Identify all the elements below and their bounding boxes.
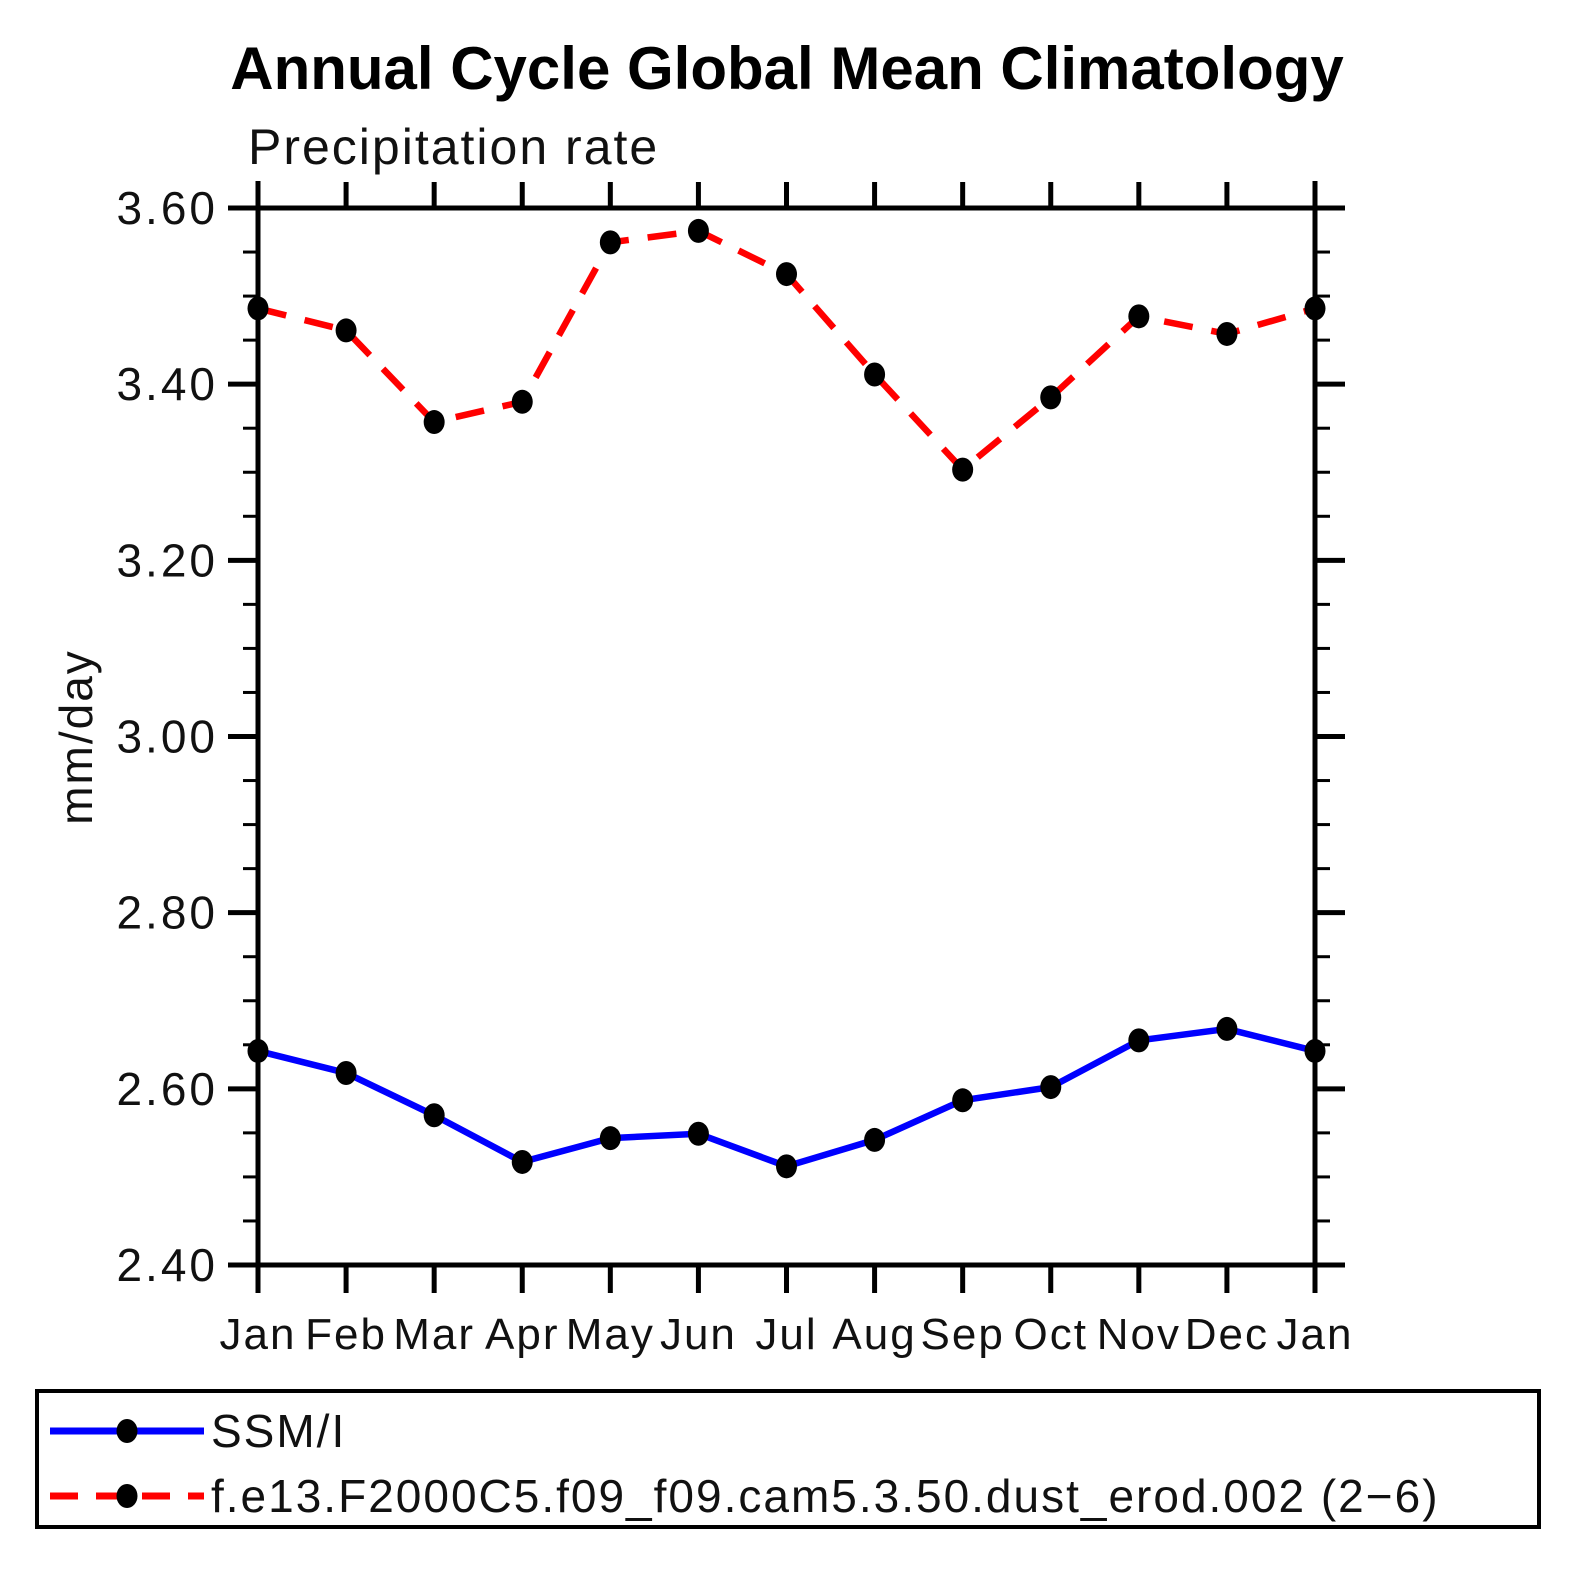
x-tick-label: Aug [832,1310,916,1359]
legend-marker-dot [116,1484,138,1508]
x-tick-label: Apr [485,1310,559,1359]
x-tick-label: Oct [1014,1310,1088,1359]
data-point-marker [1040,385,1062,410]
data-point-marker [952,457,974,482]
data-point-marker [247,296,269,321]
data-point-marker [776,1154,797,1179]
y-tick-label: 3.40 [116,358,218,410]
x-tick-label: Jul [755,1310,817,1359]
data-point-marker [1128,1028,1150,1053]
y-tick-label: 3.00 [116,711,218,763]
data-point-marker [1304,1038,1326,1063]
x-tick-label: Sep [921,1310,1005,1359]
y-tick-label: 3.20 [116,534,218,586]
x-tick-label: Mar [393,1310,475,1359]
y-tick-label: 2.80 [116,887,218,939]
x-tick-label: Feb [305,1310,387,1359]
y-tick-label: 2.40 [116,1239,218,1291]
data-point-marker [1216,1016,1238,1041]
data-point-marker [776,262,797,287]
chart-subtitle: Precipitation rate [248,119,660,175]
data-point-marker [687,218,709,243]
y-tick-label: 3.60 [116,182,218,234]
legend-swatch-dashed-line [50,1484,204,1508]
x-tick-label: Jun [660,1310,737,1359]
legend-swatch-solid-line [50,1419,204,1443]
legend: SSM/I f.e13.F2000C5.f09_f09.cam5.3.50.du… [35,1389,1541,1529]
data-point-marker [687,1121,709,1146]
data-point-marker [423,410,445,435]
data-point-marker [864,1127,886,1152]
data-point-marker [1304,296,1326,321]
data-point-marker [1128,304,1150,329]
x-tick-label: Jan [1277,1310,1354,1359]
data-point-marker [511,1149,533,1174]
x-tick-label: May [566,1310,655,1359]
x-tick-label: Jan [220,1310,297,1359]
legend-item-model: f.e13.F2000C5.f09_f09.cam5.3.50.dust_ero… [39,1470,1440,1522]
x-tick-label: Dec [1185,1310,1269,1359]
series-line-ssmi [257,1025,1316,1170]
data-point-marker [952,1088,974,1113]
data-point-marker [864,362,886,387]
page-title: Annual Cycle Global Mean Climatology [230,35,1344,102]
data-point-marker [335,318,357,343]
data-point-marker [511,389,533,414]
data-point-marker [599,1126,621,1151]
data-point-marker [1216,321,1238,346]
y-tick-label: 2.60 [116,1063,218,1115]
legend-item-ssmi: SSM/I [39,1405,347,1457]
data-point-marker [423,1103,445,1128]
data-point-marker [335,1060,357,1085]
data-point-marker [247,1038,269,1063]
x-tick-label: Nov [1097,1310,1181,1359]
data-point-marker [1040,1075,1062,1100]
legend-label: SSM/I [211,1405,347,1457]
legend-label: f.e13.F2000C5.f09_f09.cam5.3.50.dust_ero… [211,1470,1440,1522]
legend-marker-dot [116,1419,138,1443]
data-point-marker [599,230,621,255]
